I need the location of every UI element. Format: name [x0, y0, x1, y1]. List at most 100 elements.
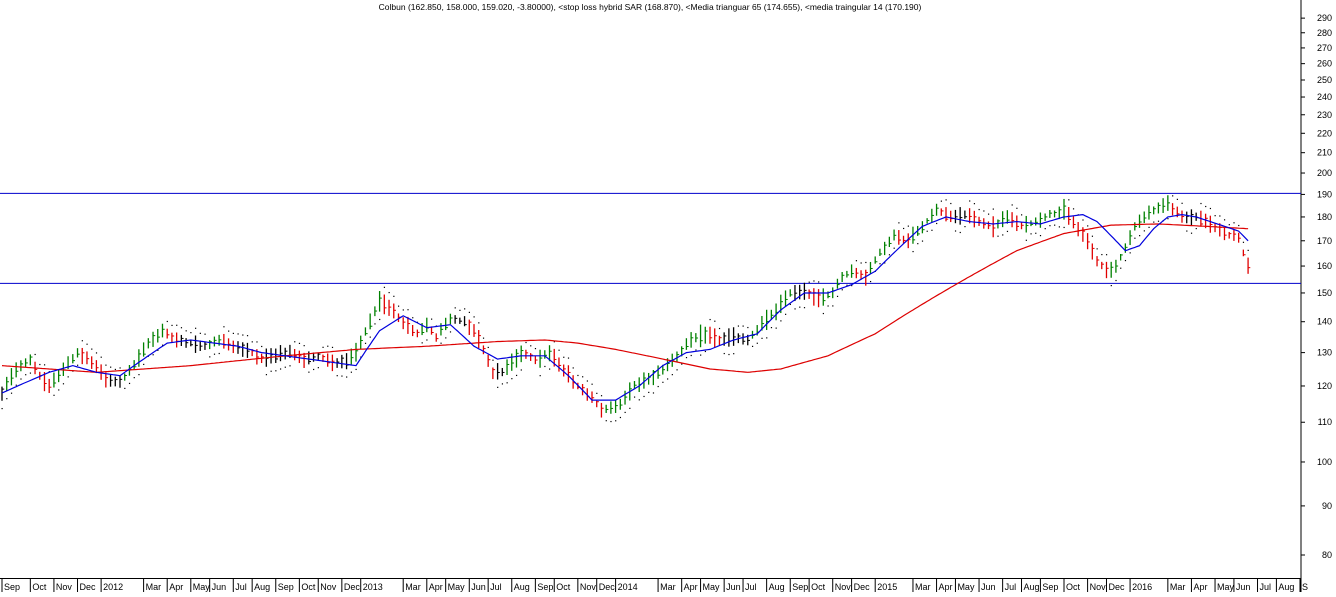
ohlc-bar	[364, 327, 368, 336]
sar-dot	[704, 350, 706, 353]
ohlc-bar	[657, 365, 661, 379]
ohlc-bar	[902, 235, 906, 244]
x-tick: Apr	[1190, 578, 1207, 592]
ohlc-bar	[298, 350, 302, 364]
ohlc-bar	[445, 317, 448, 331]
ohlc-bar	[1072, 216, 1076, 229]
x-tick: S	[1299, 578, 1308, 592]
sar-dot	[289, 365, 291, 367]
ohlc-bar	[850, 264, 854, 278]
sar-dot	[865, 261, 867, 264]
y-tick-label: 210	[1317, 148, 1332, 158]
ohlc-bar	[1063, 198, 1067, 220]
sar-dot	[171, 324, 173, 327]
ohlc-bar	[1058, 206, 1062, 220]
sar-dot	[747, 326, 749, 329]
sar-dot	[1129, 252, 1131, 254]
ohlc-bar	[511, 353, 514, 371]
ohlc-bar	[789, 289, 793, 297]
sar-dot	[62, 383, 65, 385]
sar-dot	[860, 262, 862, 264]
ohlc-bar	[1247, 257, 1251, 274]
y-tick: 210	[1301, 148, 1332, 158]
ohlc-bar	[496, 363, 500, 380]
sar-dot	[733, 353, 735, 355]
sar-dot	[841, 289, 843, 291]
sar-dot	[176, 324, 178, 326]
sar-dot	[940, 200, 942, 202]
x-tick: Mar	[657, 578, 676, 592]
x-tick-label: Sep	[792, 582, 808, 592]
ohlc-bar	[426, 317, 429, 333]
x-tick: May	[1214, 578, 1235, 592]
x-tick: Jun	[209, 578, 226, 592]
y-tick: 290	[1301, 13, 1332, 23]
x-tick-label: Dec	[1108, 582, 1125, 592]
sar-dot	[799, 306, 801, 308]
sar-dot	[515, 374, 518, 377]
ohlc-bar	[43, 372, 47, 392]
sar-dot	[530, 345, 532, 347]
x-tick: Dec	[851, 578, 870, 592]
sar-dot	[506, 382, 508, 384]
ohlc-bar	[369, 313, 373, 330]
sar-dot	[700, 354, 702, 356]
x-tick: Sep	[275, 578, 294, 592]
sar-dot	[690, 354, 692, 357]
sar-dot	[482, 337, 485, 339]
ohlc-bar	[1167, 195, 1171, 211]
sar-dots-layer	[1, 195, 1249, 423]
ohlc-bar	[803, 282, 807, 300]
sar-dot	[6, 398, 8, 400]
x-tick: Nov	[1087, 578, 1107, 592]
ohlc-bar	[161, 323, 165, 338]
sar-dot	[1021, 214, 1023, 216]
ohlc-bar	[1209, 215, 1213, 233]
ohlc-bar	[190, 339, 193, 347]
sar-dot	[25, 374, 27, 376]
sar-dot	[105, 364, 107, 366]
x-tick: Nov	[577, 578, 596, 592]
x-tick-label: Nov	[56, 582, 73, 592]
ohlc-bar	[808, 289, 812, 299]
sar-dot	[903, 227, 905, 230]
ohlc-bar	[709, 326, 713, 344]
y-tick-label: 90	[1322, 501, 1332, 511]
ohlc-bar	[223, 333, 227, 349]
x-tick-label: Apr	[1193, 582, 1207, 592]
sar-dot	[1233, 222, 1235, 224]
x-tick: Oct	[298, 578, 316, 592]
sar-dot	[695, 349, 697, 351]
sar-dot	[549, 368, 551, 370]
sar-dot	[987, 213, 990, 215]
sar-dot	[1124, 259, 1127, 262]
sar-dot	[402, 309, 404, 311]
ohlc-bar	[586, 388, 590, 401]
sar-dot	[1072, 208, 1075, 210]
ohlc-bar	[383, 294, 387, 315]
sar-dot	[1087, 225, 1089, 227]
x-tick: Sep	[1039, 578, 1058, 592]
y-tick-label: 230	[1317, 110, 1332, 120]
ohlc-bar	[374, 306, 378, 317]
y-tick-label: 240	[1317, 92, 1332, 102]
sar-dot	[431, 318, 433, 320]
sar-dot	[1110, 285, 1112, 287]
ohlc-bar	[1162, 198, 1166, 213]
sar-dot	[1247, 249, 1249, 251]
ohlc-bar	[1091, 243, 1095, 260]
sar-dot	[393, 295, 395, 297]
sar-dot	[1044, 228, 1046, 230]
sar-dot	[440, 342, 442, 344]
y-tick-label: 130	[1317, 348, 1332, 358]
ohlc-bar	[1119, 253, 1123, 261]
ohlc-bar	[1138, 214, 1142, 228]
ohlc-bar	[600, 402, 604, 418]
ohlc-bar	[270, 348, 274, 364]
x-tick-label: Nov	[1090, 582, 1107, 592]
sar-dot	[190, 332, 192, 334]
x-tick-label: S	[1302, 582, 1308, 592]
sar-dot	[1105, 254, 1108, 256]
sar-dot	[671, 374, 673, 376]
ohlc-bar	[459, 317, 463, 324]
